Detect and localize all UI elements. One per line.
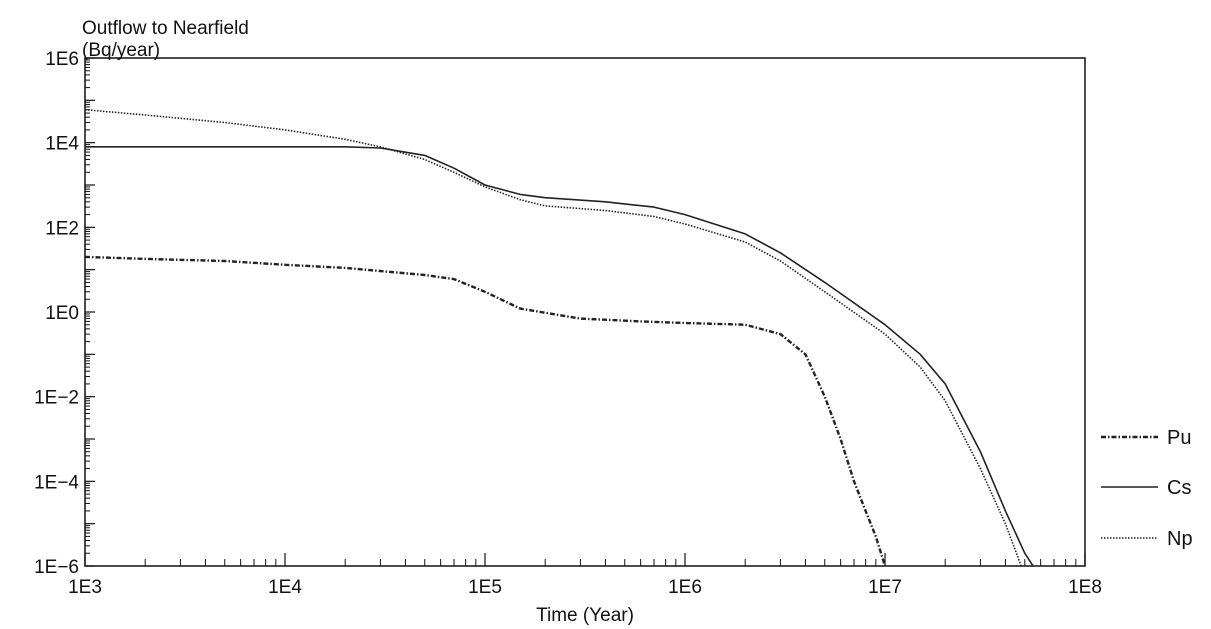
y-tick-label: 1E−6 [34,557,79,578]
x-tick-label: 1E7 [868,577,902,598]
series-line-pu [84,255,887,567]
x-tick-label: 1E3 [68,577,102,598]
x-tick-label: 1E4 [268,577,302,598]
y-tick-label: 1E−4 [34,472,79,493]
legend-label-cs: Cs [1167,477,1191,499]
legend-label-np: Np [1167,528,1193,550]
x-axis-title: Time (Year) [536,605,634,626]
x-tick-label: 1E5 [468,577,502,598]
y-tick-label: 1E−2 [34,388,79,409]
y-axis-title: Outflow to Nearfield (Bq/year) [82,18,249,62]
y-tick-label: 1E0 [45,303,79,324]
legend: Pu Cs Np [1101,427,1193,550]
y-tick-label: 1E2 [45,218,79,239]
axis-ticks: 1E3 1E4 1E5 1E6 1E7 1E8 1E6 1E4 1E2 1E0 1E−2 1E−4 1E… [34,49,1102,598]
y-axis-title-line-1: Outflow to Nearfield [82,18,249,39]
legend-label-pu: Pu [1167,427,1191,449]
y-tick-label: 1E6 [45,49,79,70]
plot-frame [84,57,1086,567]
x-tick-label: 1E6 [668,577,702,598]
series-layer [84,108,1034,567]
y-axis-title-line-2: (Bq/year) [82,40,161,61]
y-tick-label: 1E4 [45,134,79,155]
x-tick-label: 1E8 [1068,577,1102,598]
series-line-cs [85,146,1034,567]
series-line-np [84,108,1022,567]
